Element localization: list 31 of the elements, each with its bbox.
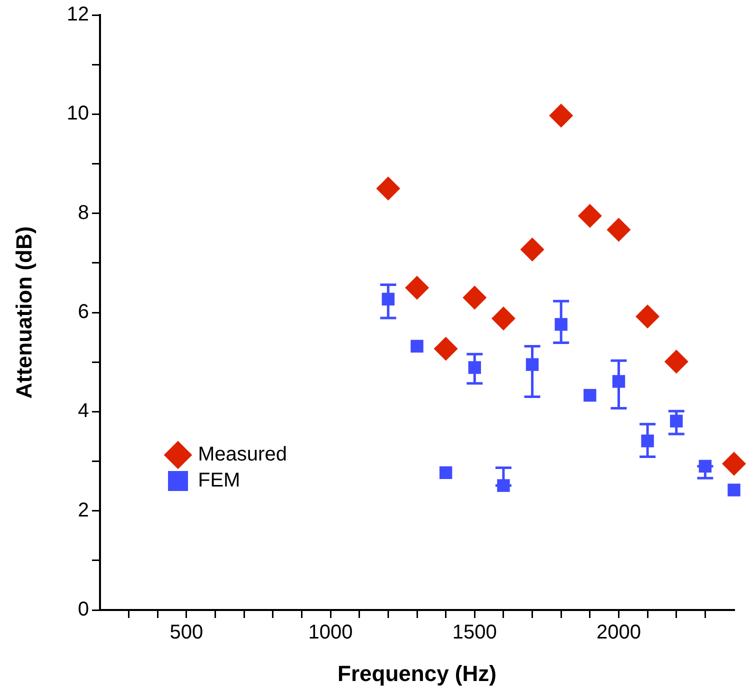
x-tick-label: 500 [170, 622, 204, 644]
x-tick-label: 2000 [596, 622, 641, 644]
y-tick-label: 8 [78, 202, 89, 224]
y-tick-label: 10 [66, 102, 89, 125]
y-tick-label: 2 [78, 499, 89, 522]
point [578, 204, 602, 228]
point [606, 218, 631, 242]
point [728, 484, 740, 496]
point [439, 466, 452, 480]
y-axis-title: Attenuation (dB) [11, 226, 36, 399]
point [636, 304, 660, 328]
x-tick-label: 1500 [452, 622, 497, 644]
y-tick-label: 0 [78, 598, 89, 621]
point [584, 388, 596, 402]
point [434, 336, 458, 361]
point [722, 452, 746, 476]
point [405, 276, 429, 300]
y-tick-label: 6 [78, 301, 89, 324]
point [520, 238, 544, 262]
legend-label: FEM [198, 470, 240, 492]
point [664, 350, 688, 374]
x-tick-label: 1000 [308, 622, 353, 644]
y-tick-label: 4 [78, 400, 89, 422]
point [491, 306, 516, 330]
point [549, 104, 574, 128]
x-axis-title: Frequency (Hz) [338, 660, 496, 686]
y-tick-label: 12 [66, 4, 89, 26]
legend-label: Measured [198, 444, 287, 466]
point [376, 176, 400, 201]
point [462, 286, 487, 310]
point [410, 340, 424, 353]
